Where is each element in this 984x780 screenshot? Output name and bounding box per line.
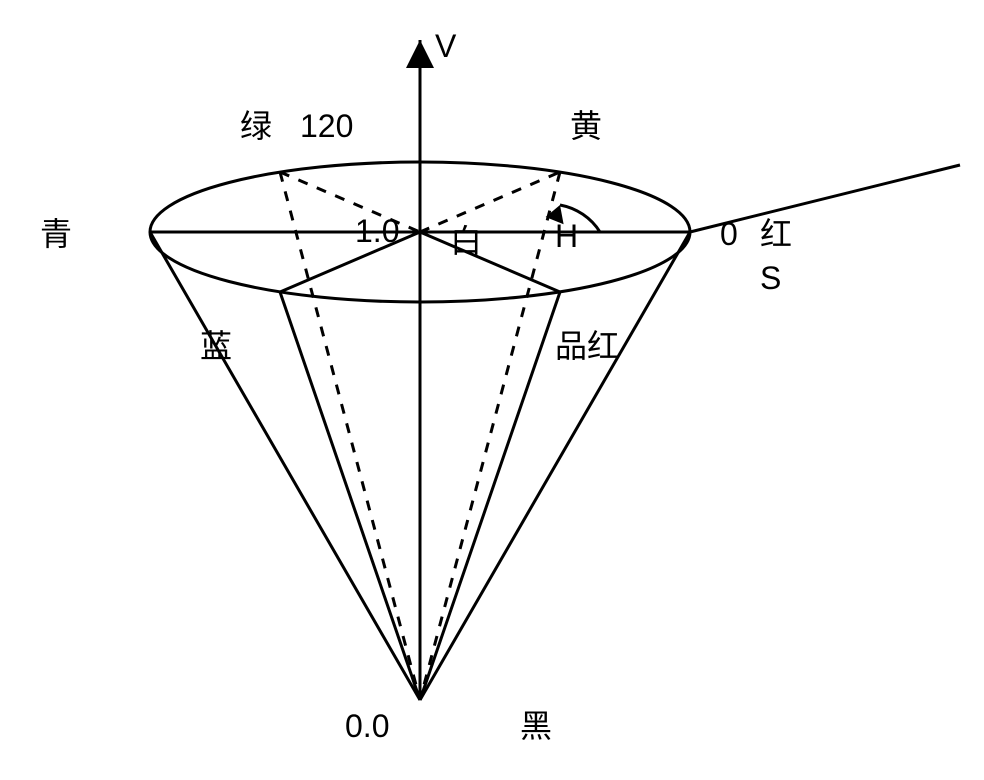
label-one: 1.0 [355, 215, 399, 247]
label-120: 120 [300, 110, 353, 142]
label-h: H [555, 220, 578, 252]
label-red: 红 [760, 218, 792, 250]
label-green: 绿 [240, 110, 272, 142]
label-zero: 0 [720, 218, 738, 250]
label-v-axis: V [435, 30, 456, 62]
diagram-svg [0, 0, 984, 780]
hsv-cone-diagram: V 绿 120 黄 青 1.0 白 H 0 红 S 蓝 品红 0.0 黑 [0, 0, 984, 780]
label-black: 黑 [520, 710, 552, 742]
label-white: 白 [450, 225, 482, 257]
label-yellow: 黄 [570, 110, 602, 142]
label-magenta: 品红 [555, 330, 619, 362]
label-blue: 蓝 [200, 330, 232, 362]
label-cyan: 青 [40, 218, 72, 250]
label-zerozero: 0.0 [345, 710, 389, 742]
label-s: S [760, 262, 781, 294]
